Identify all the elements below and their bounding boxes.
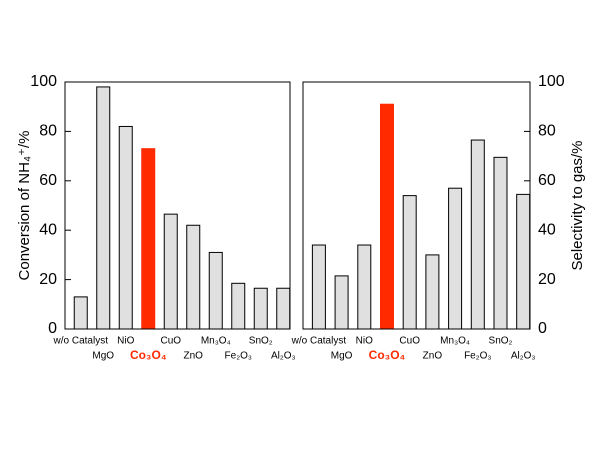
bar <box>163 213 178 330</box>
x-tick-label: Al₂O₃ <box>271 351 296 362</box>
x-tick-label: Co₃O₄ <box>130 348 167 362</box>
x-tick-label: ZnO <box>184 351 204 362</box>
x-tick-label: CuO <box>160 336 181 347</box>
x-tick-label: SnO₂ <box>249 336 273 347</box>
y-tick-label: 0 <box>538 320 547 337</box>
y-axis-label: Conversion of NH₄⁺/% <box>16 131 33 281</box>
x-tick-label: Al₂O₃ <box>511 351 536 362</box>
bar <box>357 244 372 330</box>
x-tick-label: Mn₃O₄ <box>201 336 231 347</box>
bar <box>208 251 223 330</box>
bar <box>96 86 111 330</box>
bar <box>311 244 326 330</box>
bar <box>425 254 440 330</box>
x-tick-label: w/o Catalyst <box>291 336 347 347</box>
x-tick-label: w/o Catalyst <box>53 336 109 347</box>
y-axis-label: Selectivity to gas/% <box>569 140 586 270</box>
y-tick-label: 100 <box>538 73 565 90</box>
x-tick-label: Fe₂O₃ <box>464 351 491 362</box>
y-tick-label: 60 <box>39 172 57 189</box>
x-tick-label: NiO <box>117 336 134 347</box>
x-tick-label: MgO <box>331 351 353 362</box>
x-tick-label: Fe₂O₃ <box>225 351 252 362</box>
x-tick-label: NiO <box>356 336 373 347</box>
x-tick-label: CuO <box>399 336 420 347</box>
y-tick-label: 40 <box>39 221 57 238</box>
x-tick-label: SnO₂ <box>489 336 513 347</box>
x-tick-label: MgO <box>92 351 114 362</box>
bar <box>141 148 156 330</box>
y-tick-label: 80 <box>538 123 556 140</box>
bar <box>402 195 417 330</box>
bar <box>118 125 133 330</box>
y-tick-label: 20 <box>39 271 57 288</box>
y-tick-label: 80 <box>39 123 57 140</box>
bar <box>73 296 88 330</box>
bar <box>493 156 508 330</box>
x-tick-label: Co₃O₄ <box>369 348 406 362</box>
bar <box>448 187 463 330</box>
bar <box>253 287 268 330</box>
y-tick-label: 0 <box>48 320 57 337</box>
y-tick-label: 20 <box>538 271 556 288</box>
plot-frame <box>64 81 291 330</box>
bar <box>379 103 394 330</box>
y-tick-label: 60 <box>538 172 556 189</box>
bar <box>516 193 531 330</box>
y-tick-label: 40 <box>538 221 556 238</box>
bar <box>186 224 201 330</box>
bar <box>231 282 246 330</box>
bar <box>276 287 291 330</box>
bar <box>334 275 349 330</box>
bar <box>470 139 485 330</box>
y-tick-label: 100 <box>30 73 57 90</box>
x-tick-label: ZnO <box>423 351 443 362</box>
plot-frame <box>302 81 531 330</box>
x-tick-label: Mn₃O₄ <box>440 336 470 347</box>
